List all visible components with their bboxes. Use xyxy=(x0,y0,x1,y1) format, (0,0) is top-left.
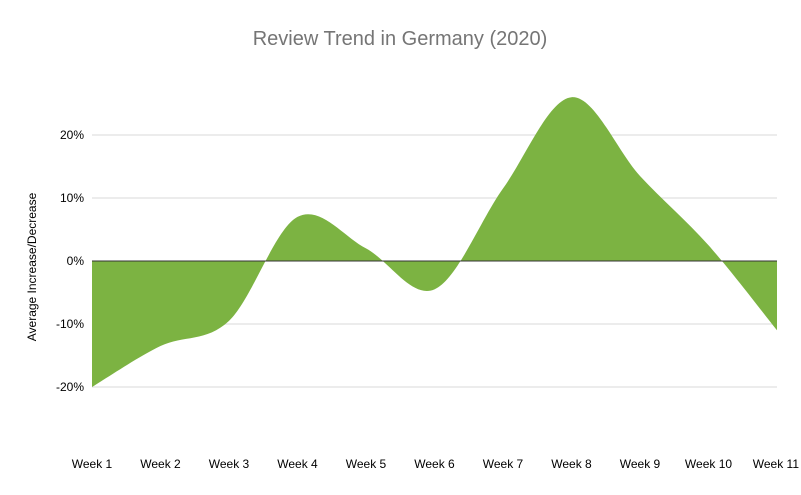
x-tick-label: Week 6 xyxy=(414,457,455,471)
x-tick-label: Week 11 xyxy=(753,457,800,471)
series-area-layer xyxy=(92,97,777,387)
x-tick-label: Week 8 xyxy=(551,457,592,471)
y-tick-label: 20% xyxy=(60,128,84,142)
series-area xyxy=(92,97,777,387)
x-tick-label: Week 9 xyxy=(620,457,661,471)
chart-title: Review Trend in Germany (2020) xyxy=(253,28,548,50)
x-tick-label: Week 2 xyxy=(140,457,181,471)
x-tick-labels: Week 1 Week 2 Week 3 Week 4 Week 5 Week 6 Week… xyxy=(72,457,800,471)
y-axis-label: Average Increase/Decrease xyxy=(25,192,39,341)
y-tick-label: -10% xyxy=(56,317,84,331)
x-tick-label: Week 4 xyxy=(277,457,318,471)
x-tick-label: Week 3 xyxy=(209,457,250,471)
y-tick-label: -20% xyxy=(56,380,84,394)
y-tick-labels: -20% -10% 0% 10% 20% xyxy=(56,128,84,394)
y-tick-label: 10% xyxy=(60,191,84,205)
x-tick-label: Week 5 xyxy=(346,457,387,471)
x-tick-label: Week 1 xyxy=(72,457,113,471)
x-tick-label: Week 10 xyxy=(685,457,732,471)
x-tick-label: Week 7 xyxy=(483,457,524,471)
y-tick-label: 0% xyxy=(67,254,85,268)
